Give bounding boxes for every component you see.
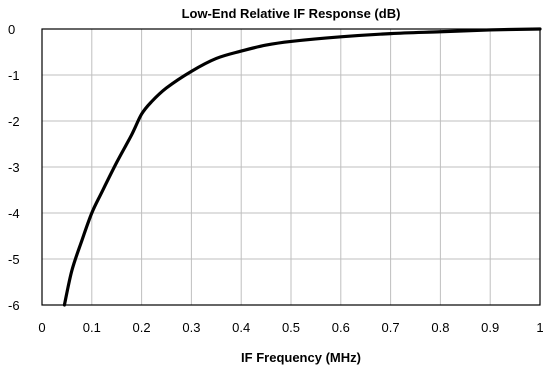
x-tick-label: 0.6 — [332, 320, 350, 335]
x-tick-label: 1 — [536, 320, 543, 335]
x-tick-label: 0.9 — [481, 320, 499, 335]
x-tick-label: 0.3 — [182, 320, 200, 335]
series-line — [62, 27, 542, 307]
y-tick-label: -5 — [8, 252, 20, 267]
y-tick-label: -3 — [8, 160, 20, 175]
x-tick-label: 0.2 — [133, 320, 151, 335]
x-tick-label: 0 — [38, 320, 45, 335]
x-axis-title: IF Frequency (MHz) — [241, 350, 361, 365]
chart-title: Low-End Relative IF Response (dB) — [182, 6, 401, 21]
y-tick-label: -2 — [8, 114, 20, 129]
y-tick-label: -6 — [8, 298, 20, 313]
grid — [42, 29, 540, 305]
x-tick-labels: 0 0.1 0.2 0.3 0.4 0.5 0.6 0.7 0.8 0.9 1 — [38, 320, 543, 335]
plot-border — [41, 28, 541, 306]
y-tick-label: -1 — [8, 68, 20, 83]
series-layer — [62, 27, 542, 307]
y-tick-label: -4 — [8, 206, 20, 221]
x-tick-label: 0.5 — [282, 320, 300, 335]
x-tick-label: 0.8 — [431, 320, 449, 335]
x-tick-label: 0.7 — [382, 320, 400, 335]
x-tick-label: 0.4 — [232, 320, 250, 335]
x-tick-label: 0.1 — [83, 320, 101, 335]
y-tick-labels: 0 -1 -2 -3 -4 -5 -6 — [8, 22, 20, 313]
y-tick-label: 0 — [8, 22, 15, 37]
plot-frame — [41, 28, 541, 306]
